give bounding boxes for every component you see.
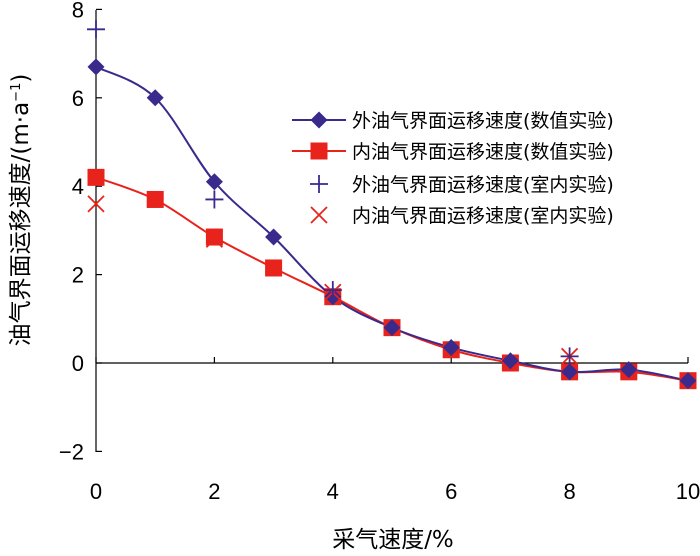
series-3-point bbox=[205, 190, 224, 209]
x-tick-label: 8 bbox=[563, 479, 575, 504]
x-axis-title: 采气速度/% bbox=[332, 527, 454, 553]
y-tick-label: 4 bbox=[72, 174, 84, 199]
y-tick-label: 2 bbox=[72, 263, 84, 288]
series-4-point-stroke-b bbox=[87, 195, 105, 213]
series-1-point bbox=[383, 319, 401, 337]
x-tick-label: 2 bbox=[208, 479, 220, 504]
x-tick-label: 6 bbox=[445, 479, 457, 504]
y-axis-title-main: 油气界面运移速度/(m·a bbox=[8, 102, 34, 347]
series-4-point bbox=[205, 230, 224, 248]
series-1-point bbox=[620, 361, 638, 379]
series-4-point bbox=[87, 195, 105, 213]
series-1-point bbox=[87, 58, 105, 76]
y-axis-title-sup: −1 bbox=[9, 83, 24, 102]
y-axis-title: 油气界面运移速度/(m·a−1) bbox=[8, 74, 34, 347]
y-tick-label: 8 bbox=[72, 0, 84, 22]
y-tick-label: 0 bbox=[72, 351, 84, 376]
y-tick-label: −2 bbox=[59, 439, 84, 464]
series-3-point bbox=[87, 20, 105, 39]
series-2-point bbox=[87, 168, 105, 186]
legend-marker-3 bbox=[310, 175, 328, 193]
legend-marker-2 bbox=[310, 142, 328, 160]
y-axis-title-end: ) bbox=[8, 74, 34, 83]
series-1-point bbox=[501, 352, 519, 370]
legend-label-3: 外油气界面运移速度(室内实验) bbox=[352, 174, 614, 196]
series-1-point bbox=[679, 372, 697, 390]
series-2-point bbox=[265, 259, 283, 277]
series-1-point bbox=[442, 339, 460, 357]
x-tick-label: 10 bbox=[676, 479, 700, 504]
legend-marker-1 bbox=[310, 111, 328, 129]
series-markers bbox=[87, 20, 697, 390]
series-1-point bbox=[205, 173, 223, 191]
series-1-point bbox=[561, 363, 579, 381]
series-3-point bbox=[560, 347, 579, 366]
series-3-point bbox=[323, 281, 342, 300]
legend: 外油气界面运移速度(数值实验) 内油气界面运移速度(数值实验) 外油气界面运移速度(… bbox=[292, 110, 614, 227]
series-2-point bbox=[205, 228, 223, 246]
series-1-point bbox=[265, 228, 283, 246]
series-2-point bbox=[146, 190, 164, 208]
x-tick-label: 4 bbox=[327, 479, 339, 504]
legend-marker-4-stroke-b bbox=[310, 206, 328, 224]
series-4-point-stroke-b bbox=[205, 230, 224, 248]
x-tick-label: 0 bbox=[90, 479, 102, 504]
legend-label-1: 外油气界面运移速度(数值实验) bbox=[352, 110, 614, 132]
legend-label-2: 内油气界面运移速度(数值实验) bbox=[352, 141, 614, 163]
y-tick-label: 6 bbox=[72, 86, 84, 111]
legend-label-4: 内油气界面运移速度(室内实验) bbox=[352, 205, 614, 227]
axes bbox=[95, 8, 689, 452]
legend-marker-4 bbox=[310, 206, 328, 224]
series-1-point bbox=[146, 89, 164, 107]
